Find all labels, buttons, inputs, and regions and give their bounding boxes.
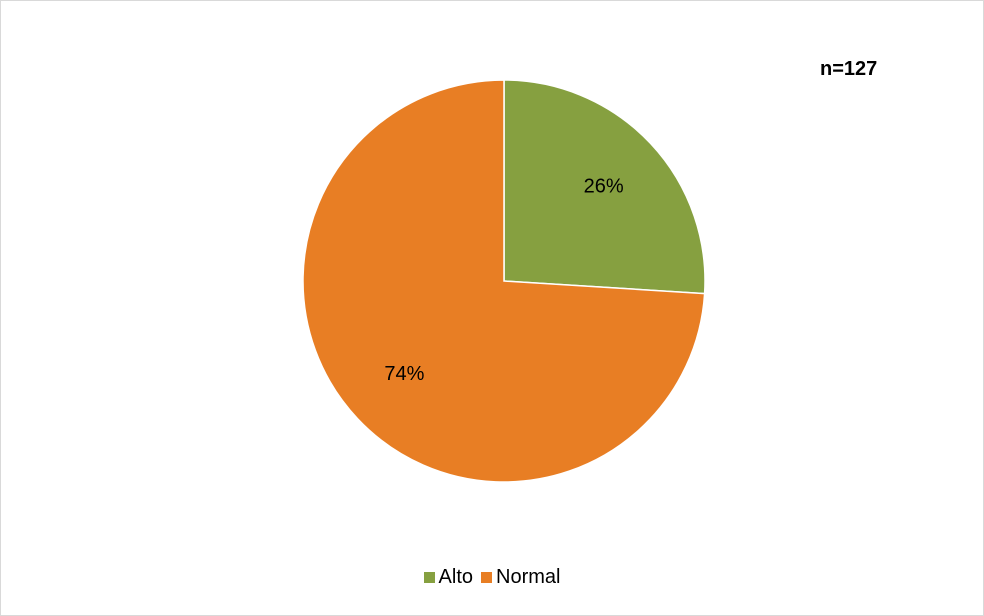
pie-slice-alto <box>503 79 706 295</box>
data-label-normal: 74% <box>384 363 424 385</box>
legend-item-normal: Normal <box>481 566 560 589</box>
legend-item-alto: Alto <box>423 566 473 589</box>
legend-swatch-normal <box>481 572 492 583</box>
legend: Alto Normal <box>0 566 984 589</box>
pie-slice-normal <box>302 79 706 483</box>
sample-size-annotation: n=127 <box>820 58 878 80</box>
legend-label-alto: Alto <box>438 566 473 588</box>
legend-label-normal: Normal <box>496 566 561 588</box>
legend-swatch-alto <box>423 572 435 583</box>
data-label-alto: 26% <box>584 176 624 198</box>
